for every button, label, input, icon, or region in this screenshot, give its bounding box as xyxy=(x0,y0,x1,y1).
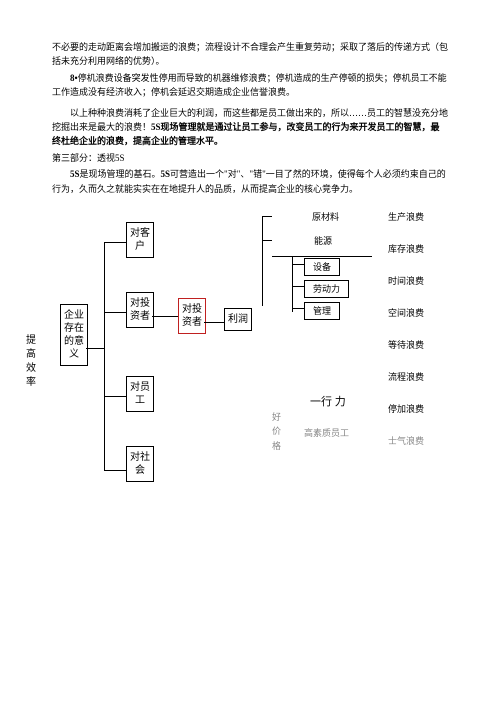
box-labor: 劳动力 xyxy=(304,280,349,298)
label-emp: 高素质员工 xyxy=(304,426,349,440)
para-1: 不必要的走动距离会增加搬运的浪费；流程设计不合理会产生重复劳动；采取了落后的传递… xyxy=(52,40,448,69)
box-b4: 对社会 xyxy=(126,446,154,482)
para-2: 8•停机浪费设备突发性停用而导致的机器维修浪费；停机造成的生产停顿的损失；停机员… xyxy=(52,71,448,100)
box-b3: 对员工 xyxy=(126,376,154,412)
para-2-label: 8• xyxy=(70,73,78,83)
label-morale: 士气浪费 xyxy=(388,434,424,448)
para-2-text: 停机浪费设备突发性停用而导致的机器维修浪费；停机造成的生产停顿的损失；停机员工不… xyxy=(52,73,447,97)
box-b1: 对客户 xyxy=(126,222,154,258)
box-manage: 管理 xyxy=(304,302,340,320)
box-profit: 利润 xyxy=(224,308,252,331)
box-invest2: 对投资者 xyxy=(178,298,206,334)
box-equip: 设备 xyxy=(304,258,340,276)
label-raw: 原材料 xyxy=(312,210,339,224)
box-b2: 对投资者 xyxy=(126,292,154,328)
para-5c: 5S xyxy=(161,169,171,179)
label-good-price: 好价格 xyxy=(272,410,284,453)
para-5: 5S是现场管理的基石。5S可营造出一个"对"、"错"一目了然的环境，使得每个人必… xyxy=(52,167,448,196)
para-3: 以上种种浪费消耗了企业巨大的利润，而这些都是员工做出来的，所以……员工的智慧没充… xyxy=(52,106,448,149)
label-waste-stock: 库存浪费 xyxy=(388,242,424,256)
label-waste-time: 时间浪费 xyxy=(388,274,424,288)
box-root: 企业存在的意义 xyxy=(60,304,88,366)
label-waste-space: 空间浪费 xyxy=(388,306,424,320)
side-label: 提高效率 xyxy=(26,334,38,390)
para-4: 第三部分：透视5S xyxy=(52,151,448,165)
label-one-line: 一行 力 xyxy=(310,394,346,412)
para-5b: 是现场管理的基石。 xyxy=(80,169,161,179)
label-waste-flow: 流程浪费 xyxy=(388,370,424,384)
para-5a: 5S xyxy=(70,169,80,179)
diagram: 提高效率 企业存在的意义 对客户 对投资者 对员工 对社会 对投资者 利润 设备… xyxy=(52,204,448,524)
label-waste-prod: 生产浪费 xyxy=(388,210,424,224)
label-waste-wait: 等待浪费 xyxy=(388,338,424,352)
label-waste-extra: 停加浪费 xyxy=(388,402,424,416)
label-energy: 能源 xyxy=(314,234,332,248)
